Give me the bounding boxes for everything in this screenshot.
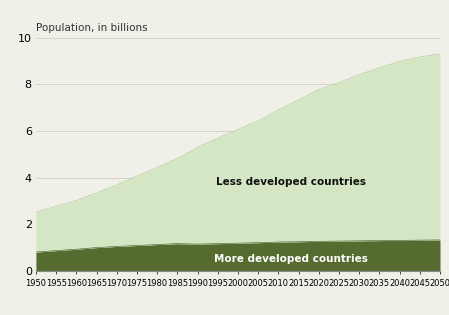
Text: Less developed countries: Less developed countries xyxy=(216,177,365,187)
Text: Population, in billions: Population, in billions xyxy=(36,23,148,33)
Text: More developed countries: More developed countries xyxy=(214,254,367,264)
